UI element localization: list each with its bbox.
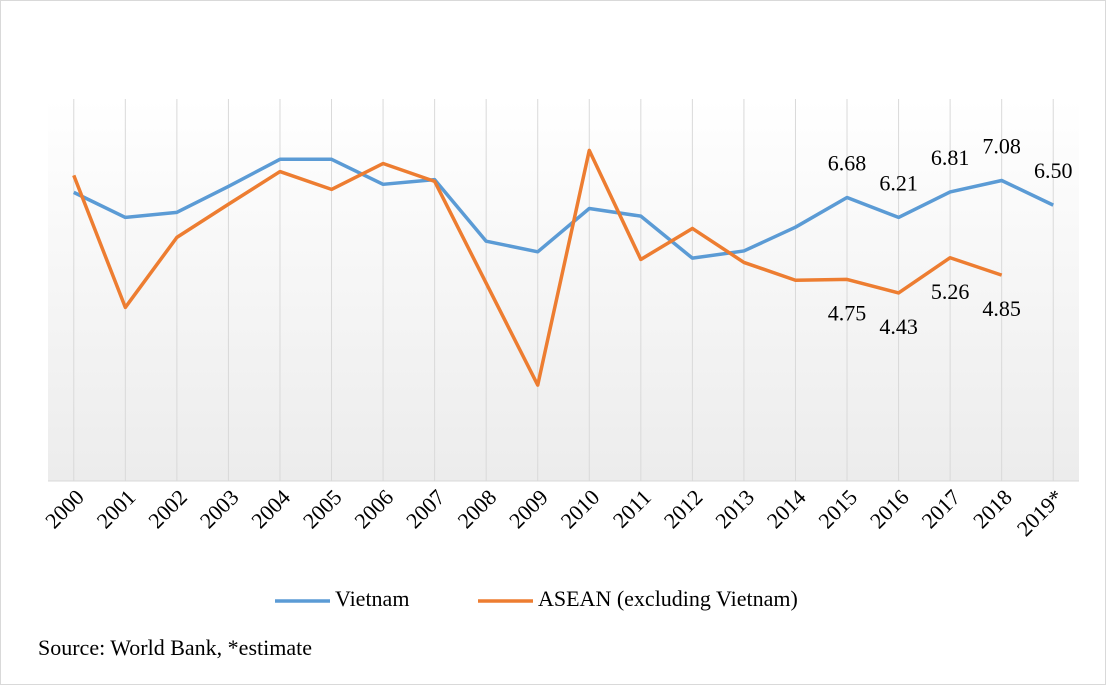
data-label: 7.08 (982, 134, 1021, 159)
data-label: 4.75 (828, 300, 867, 325)
legend-label: Vietnam (335, 586, 409, 611)
data-label: 4.85 (982, 296, 1021, 321)
series-line (73, 157, 1054, 260)
plot-area (48, 99, 1079, 481)
data-label: 5.26 (931, 279, 970, 304)
data-label: 4.43 (879, 314, 918, 339)
data-label: 6.21 (879, 170, 918, 195)
data-label: 6.81 (931, 145, 970, 170)
data-label: 6.68 (828, 151, 867, 176)
data-label: 6.50 (1034, 158, 1073, 183)
series-line (72, 148, 1003, 387)
source: Source: World Bank, *estimate (38, 635, 312, 660)
legend-label: ASEAN (excluding Vietnam) (538, 586, 798, 611)
